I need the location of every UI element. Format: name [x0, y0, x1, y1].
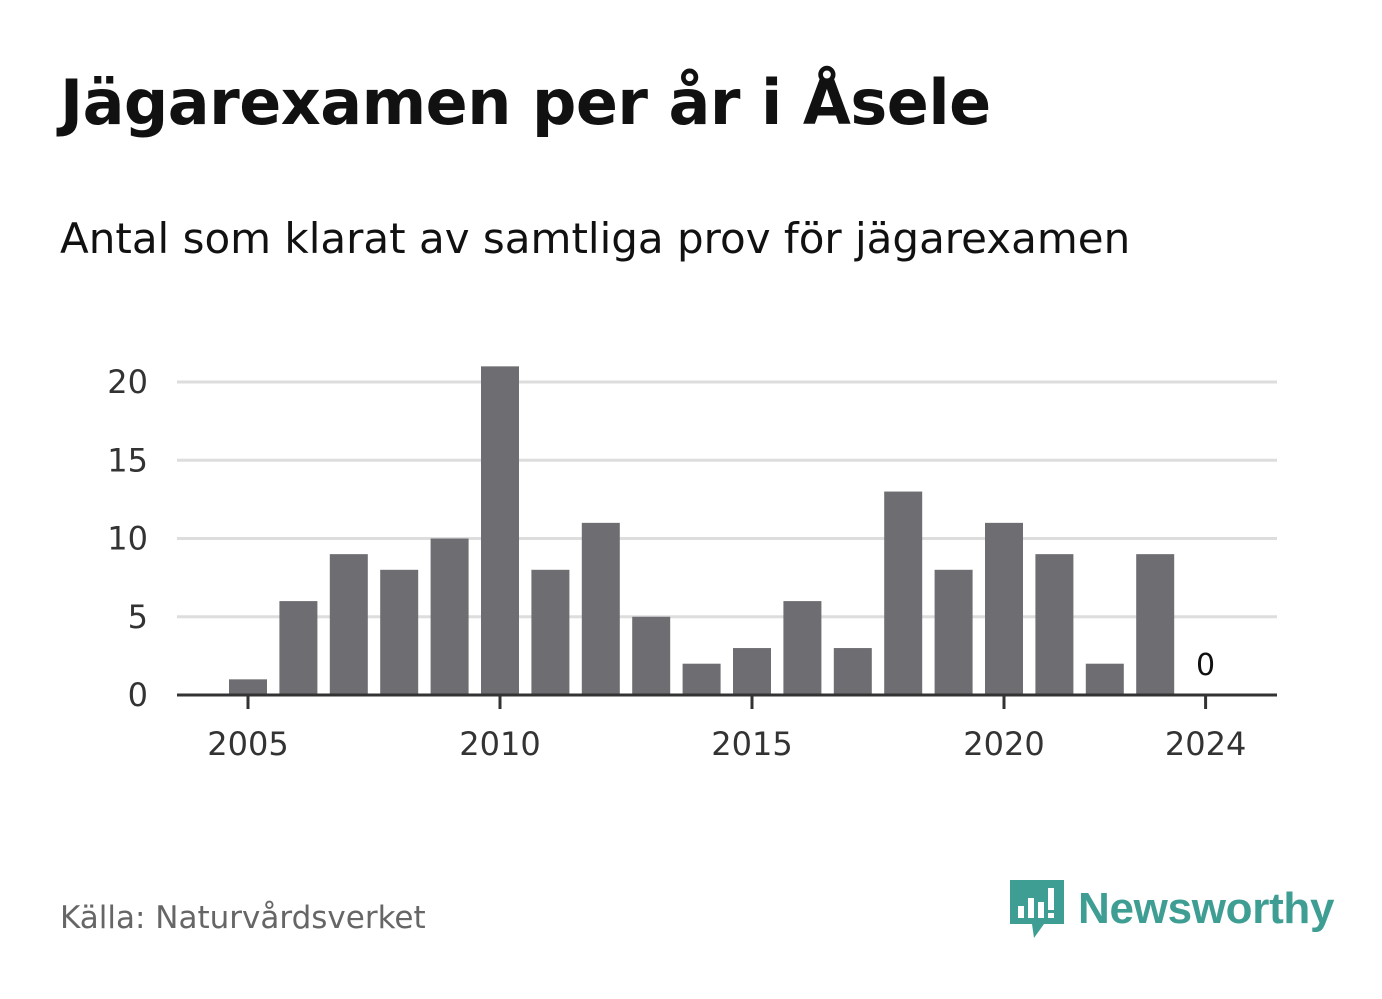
- x-tick-label: 2015: [711, 725, 792, 763]
- y-tick-label: 20: [107, 363, 148, 401]
- x-tick-label: 2020: [963, 725, 1044, 763]
- bar: [1035, 554, 1074, 695]
- bar-chart-speech-bubble-icon: [1010, 880, 1064, 938]
- data-label: 0: [1196, 648, 1215, 683]
- bar: [733, 648, 771, 695]
- chart-title: Jägarexamen per år i Åsele: [60, 66, 991, 139]
- x-tick-label: 2010: [459, 725, 540, 763]
- bar: [682, 663, 721, 695]
- bar: [1085, 663, 1124, 695]
- bar: [783, 601, 822, 695]
- x-tick-label: 2005: [207, 725, 288, 763]
- bar: [279, 601, 318, 695]
- bar: [934, 569, 973, 695]
- y-tick-label: 5: [128, 598, 148, 636]
- bar: [481, 366, 519, 695]
- bar: [884, 491, 923, 695]
- bar: [1136, 554, 1175, 695]
- y-tick-label: 10: [107, 520, 148, 558]
- y-tick-label: 15: [107, 441, 148, 479]
- bar: [985, 522, 1023, 695]
- y-tick-label: 0: [128, 676, 148, 714]
- labels: 0 5 10 15 20 2005 2010 2015 2020 2024 0: [107, 363, 1246, 763]
- brand-name: Newsworthy: [1078, 884, 1335, 933]
- bar: [229, 679, 267, 695]
- bar: [581, 522, 620, 695]
- axes: [177, 693, 1277, 709]
- chart-subtitle: Antal som klarat av samtliga prov för jä…: [60, 214, 1131, 263]
- bars: [229, 366, 1175, 695]
- bar: [531, 569, 570, 695]
- source-note: Källa: Naturvårdsverket: [60, 900, 426, 936]
- bar: [380, 569, 419, 695]
- newsworthy-logo: Newsworthy: [1010, 878, 1334, 940]
- bar: [632, 616, 671, 695]
- bar: [329, 554, 368, 695]
- x-tick-label: 2024: [1165, 725, 1246, 763]
- bar: [430, 538, 469, 695]
- bar: [833, 648, 872, 695]
